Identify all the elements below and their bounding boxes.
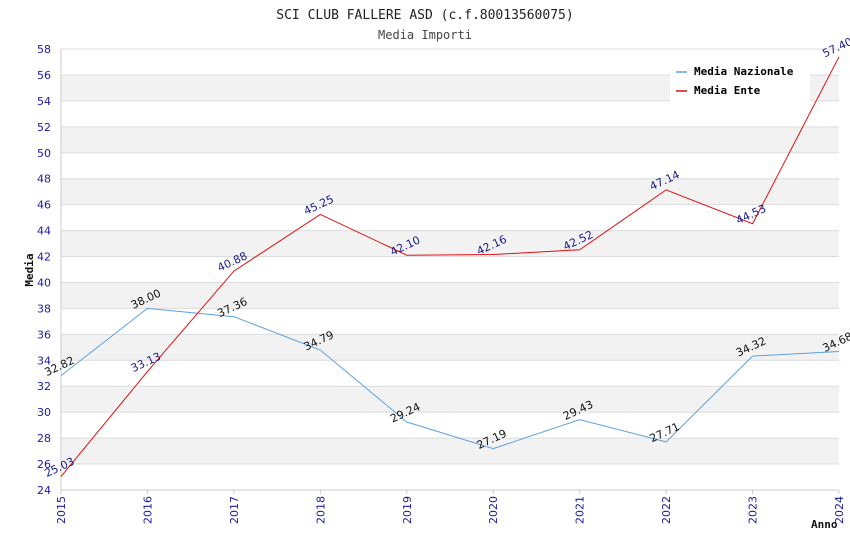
y-axis-label: Media <box>23 253 36 286</box>
y-tick-label: 40 <box>37 276 51 289</box>
x-tick-label: 2020 <box>487 496 500 524</box>
y-tick-label: 42 <box>37 251 51 264</box>
y-tick-label: 48 <box>37 173 51 186</box>
y-tick-label: 38 <box>37 302 51 315</box>
y-tick-label: 28 <box>37 432 51 445</box>
y-axis-ticks: 24 26 28 30 32 34 36 38 40 42 44 46 48 50 52 54 56 58 <box>37 43 51 497</box>
y-tick-label: 30 <box>37 406 51 419</box>
y-tick-label: 32 <box>37 380 51 393</box>
chart-title: SCI CLUB FALLERE ASD (c.f.80013560075) <box>276 8 573 23</box>
y-tick-label: 24 <box>37 484 51 497</box>
y-tick-label: 58 <box>37 43 51 56</box>
series-line-media-nazionale <box>60 307 840 450</box>
grid-band <box>61 334 839 361</box>
x-tick-label: 2023 <box>747 496 760 524</box>
legend-box <box>670 60 810 102</box>
x-tick-label: 2022 <box>660 496 673 524</box>
y-tick-label: 44 <box>37 225 51 238</box>
chart-subtitle: Media Importi <box>378 28 472 42</box>
y-tick-label: 56 <box>37 69 51 82</box>
grid-band <box>61 386 839 413</box>
x-axis-label: Anno <box>811 518 838 531</box>
y-tick-label: 52 <box>37 121 51 134</box>
x-tick-label: 2024 <box>833 496 846 524</box>
data-label-media-ente: 57.40 <box>820 35 850 60</box>
y-tick-label: 46 <box>37 199 51 212</box>
grid-band <box>61 126 839 153</box>
grid-band <box>61 230 839 257</box>
grid-band <box>61 438 839 465</box>
grid-band <box>61 178 839 205</box>
y-tick-label: 26 <box>37 458 51 471</box>
grid-lines <box>61 48 839 491</box>
y-tick-label: 50 <box>37 147 51 160</box>
legend-entry-media-ente: Media Ente <box>694 84 761 97</box>
x-axis-ticks: 2015 2016 2017 2018 2019 2020 2021 2022 2023 2024 <box>55 490 846 524</box>
x-tick-label: 2016 <box>141 496 154 524</box>
y-tick-label: 34 <box>37 354 51 367</box>
grid-band <box>61 282 839 309</box>
y-tick-label: 54 <box>37 95 51 108</box>
x-tick-label: 2021 <box>574 496 587 524</box>
axes <box>60 49 839 491</box>
x-tick-label: 2018 <box>314 496 327 524</box>
series-lines <box>60 56 840 477</box>
x-tick-label: 2017 <box>228 496 241 524</box>
series-line-media-ente <box>60 56 840 477</box>
x-tick-label: 2015 <box>55 496 68 524</box>
legend-entry-media-nazionale: Media Nazionale <box>694 65 794 78</box>
legend: Media Nazionale Media Ente <box>670 60 810 102</box>
plot-background <box>61 74 839 465</box>
y-tick-label: 36 <box>37 328 51 341</box>
x-tick-label: 2019 <box>401 496 414 524</box>
